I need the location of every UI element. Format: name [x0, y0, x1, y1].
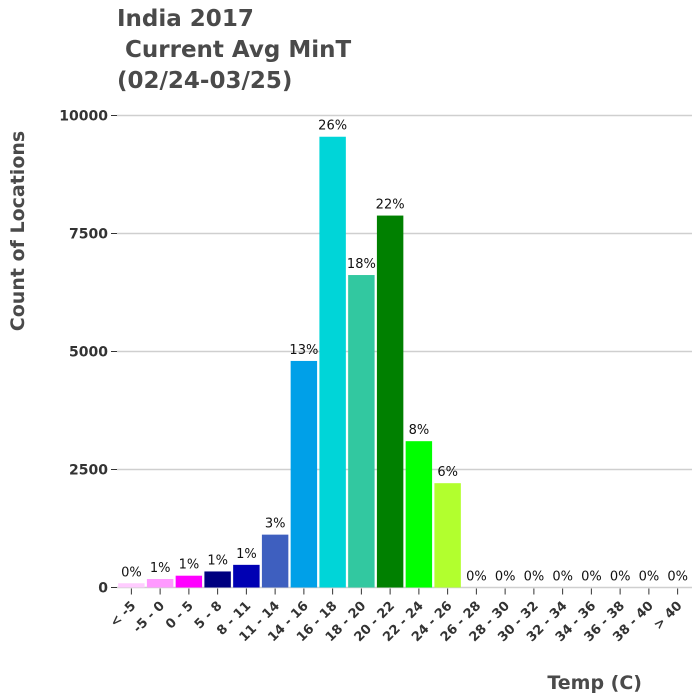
bar — [290, 360, 318, 588]
bar-data-label: 18% — [347, 257, 376, 272]
bar — [146, 579, 174, 588]
bar — [434, 483, 461, 588]
bar-data-label: 0% — [121, 565, 142, 580]
bar — [204, 571, 231, 588]
bar-data-label: 0% — [524, 570, 545, 585]
chart-title-line-1: India 2017 — [117, 6, 254, 32]
bar-data-label: 0% — [610, 570, 631, 585]
bars — [118, 136, 461, 588]
bar-data-label: 1% — [207, 553, 228, 568]
y-axis-title: Count of Locations — [7, 131, 29, 331]
gridlines — [117, 114, 692, 589]
bar — [348, 275, 375, 588]
bar-data-label: 0% — [581, 570, 602, 585]
bar-data-label: 1% — [150, 561, 171, 576]
bar — [233, 564, 260, 588]
x-tick-label: 0 - 5 — [163, 599, 197, 633]
bar — [118, 583, 145, 588]
y-tick-label: 2500 — [69, 463, 108, 479]
y-tick-label: 7500 — [69, 227, 108, 243]
bar-data-label: 0% — [667, 570, 688, 585]
bar-data-label: 26% — [318, 119, 347, 134]
bar-data-label: 0% — [639, 570, 660, 585]
bar-labels: 0% 1% 1% 1% 1% 3% 13% 26% 18% 22% 8% 6% 0% 0% 0% 0% 0% 0%… — [121, 119, 688, 585]
x-tick-label: -5 - 0 — [131, 599, 168, 636]
y-tick-label: 0 — [98, 581, 108, 597]
bar-data-label: 0% — [466, 570, 487, 585]
bar-data-label: 13% — [289, 343, 318, 358]
x-tick-label: > 40 — [651, 599, 685, 633]
bar-data-label: 1% — [236, 547, 257, 562]
bar — [376, 215, 404, 588]
chart-title: India 2017 Current Avg MinT (02/24-03/25… — [117, 4, 351, 97]
bar-data-label: 22% — [376, 198, 405, 213]
chart-title-line-3: (02/24-03/25) — [117, 68, 293, 94]
bar — [405, 441, 433, 588]
bar — [319, 136, 346, 588]
bar — [175, 575, 203, 588]
bar-data-label: 8% — [409, 423, 430, 438]
y-axis-ticks: 0 2500 5000 7500 10000 — [59, 109, 117, 597]
bar-data-label: 0% — [552, 570, 573, 585]
x-axis-title: Temp (C) — [547, 672, 642, 694]
chart-title-line-2: Current Avg MinT — [117, 37, 352, 63]
bar-data-label: 1% — [179, 558, 200, 573]
bar — [261, 534, 289, 588]
y-tick-label: 10000 — [59, 109, 108, 125]
y-tick-label: 5000 — [69, 345, 108, 361]
bar-data-label: 0% — [495, 570, 516, 585]
bar-data-label: 3% — [265, 517, 286, 532]
bar-data-label: 6% — [437, 465, 458, 480]
